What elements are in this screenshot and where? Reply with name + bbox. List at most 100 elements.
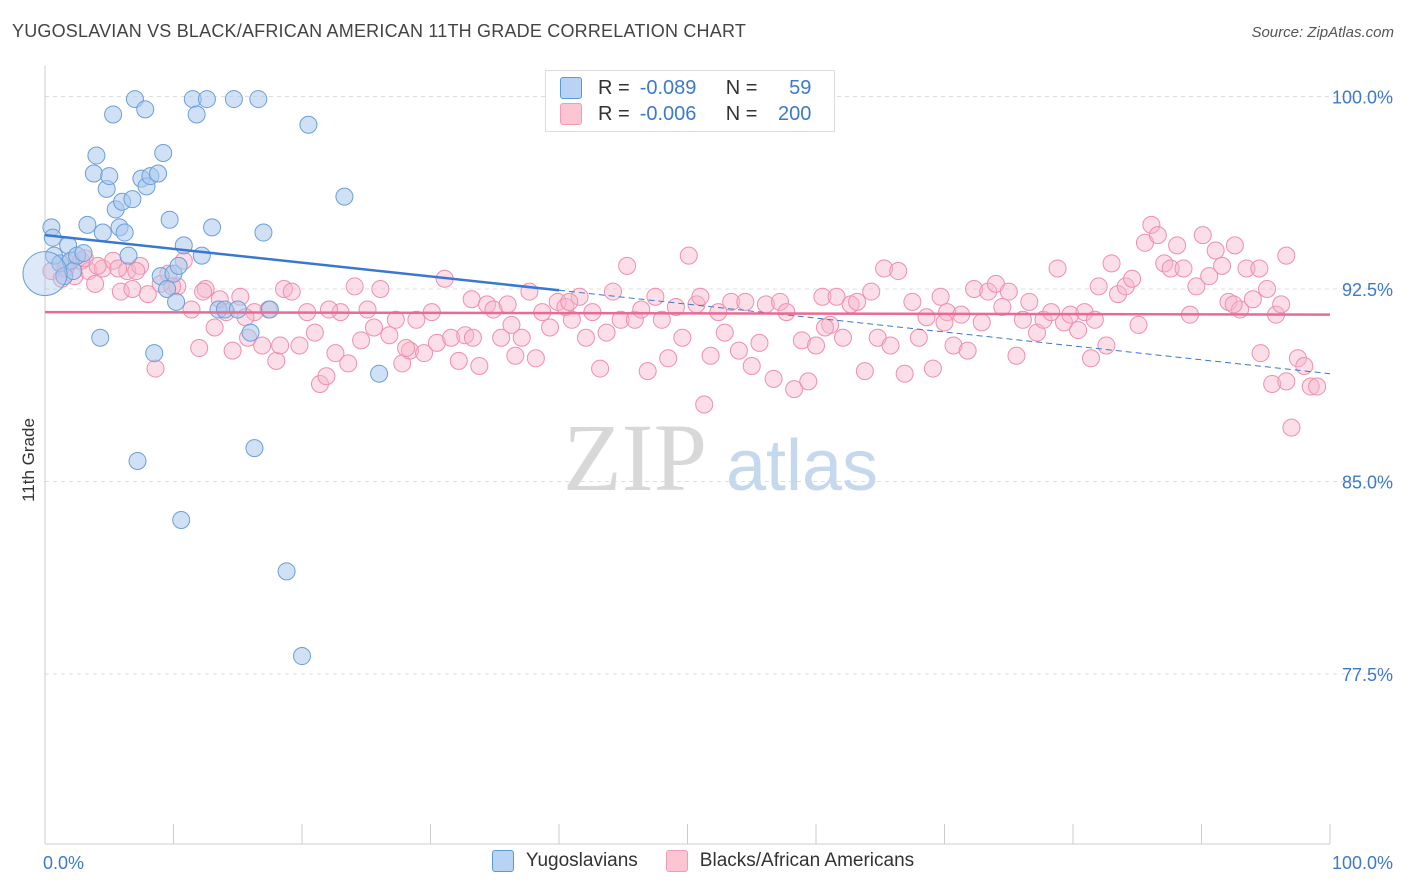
data-point-blacks	[1123, 269, 1142, 288]
data-point-blacks	[1069, 321, 1088, 340]
data-point-yugoslavians	[370, 364, 389, 383]
data-point-blacks	[999, 282, 1018, 301]
data-point-yugoslavians	[128, 451, 147, 470]
data-point-blacks	[597, 323, 616, 342]
legend-n-label: N =	[725, 102, 758, 125]
data-point-blacks	[397, 339, 416, 358]
data-point-yugoslavians	[260, 300, 279, 319]
data-point-blacks	[1251, 344, 1270, 363]
data-point-yugoslavians	[91, 328, 110, 347]
data-point-blacks	[371, 280, 390, 298]
y-tick-label: 77.5%	[1342, 665, 1393, 685]
data-point-blacks	[603, 282, 622, 301]
data-point-blacks	[821, 315, 840, 334]
legend-item-yugoslavians: Yugoslavians	[491, 850, 638, 872]
data-point-blacks	[625, 310, 644, 329]
data-point-blacks	[777, 303, 796, 322]
data-point-blacks	[611, 310, 630, 329]
data-point-blacks	[695, 395, 714, 414]
data-point-blacks	[512, 328, 531, 347]
data-point-blacks	[965, 280, 984, 298]
y-tick-label: 100.0%	[1332, 88, 1393, 108]
series-blacks-points	[42, 215, 1327, 437]
trend-line-blacks	[44, 310, 1331, 316]
data-point-blacks	[632, 300, 651, 319]
data-point-blacks	[875, 259, 894, 278]
legend-row-yugoslavians: R = -0.089 N = 59	[560, 75, 811, 101]
data-point-yugoslavians	[74, 244, 93, 263]
data-point-yugoslavians	[277, 562, 296, 581]
data-point-blacks	[1108, 285, 1127, 304]
data-point-blacks	[1250, 259, 1269, 278]
data-point-blacks	[895, 364, 914, 383]
axes	[44, 66, 1331, 845]
data-point-blacks	[742, 357, 761, 375]
data-point-blacks	[271, 336, 290, 355]
data-point-blacks	[562, 310, 581, 329]
data-point-blacks	[1174, 259, 1193, 278]
data-point-blacks	[972, 313, 991, 332]
data-point-yugoslavians	[249, 90, 268, 109]
x-tick-label: 100.0%	[1332, 853, 1393, 873]
data-point-blacks	[917, 308, 936, 327]
data-point-blacks	[1013, 310, 1032, 329]
data-point-blacks	[652, 310, 671, 329]
data-point-blacks	[1272, 295, 1291, 314]
data-point-blacks	[903, 292, 922, 311]
data-point-yugoslavians	[136, 100, 155, 119]
watermark-zip: ZIP	[563, 404, 707, 511]
data-point-yugoslavians	[93, 223, 112, 242]
data-point-blacks	[979, 282, 998, 301]
data-point-blacks	[1075, 303, 1094, 322]
data-point-blacks	[415, 344, 434, 363]
data-point-blacks	[855, 362, 874, 381]
data-point-blacks	[750, 333, 769, 352]
data-point-blacks	[833, 328, 852, 347]
data-point-blacks	[205, 318, 224, 337]
data-point-blacks	[1168, 236, 1187, 255]
data-point-blacks	[111, 282, 130, 301]
data-point-blacks	[407, 310, 426, 329]
data-point-blacks	[944, 336, 963, 355]
data-point-yugoslavians	[241, 323, 260, 342]
data-point-blacks	[1081, 349, 1100, 368]
data-point-blacks	[771, 292, 790, 311]
data-point-blacks	[498, 295, 517, 314]
data-point-blacks	[813, 287, 832, 306]
data-point-blacks	[1225, 236, 1244, 255]
tick-labels: 100.0% 92.5% 85.0% 77.5% 0.0% 100.0% 11th Grad…	[19, 88, 1393, 874]
data-point-blacks	[1007, 346, 1026, 365]
data-point-blacks	[618, 256, 637, 275]
source-label: Source: ZipAtlas.com	[1251, 24, 1394, 41]
data-point-blacks	[673, 328, 692, 347]
data-point-blacks	[1224, 295, 1243, 314]
data-point-blacks	[889, 262, 908, 281]
data-point-blacks	[881, 336, 900, 355]
data-point-blacks	[1258, 280, 1277, 298]
data-point-blacks	[799, 372, 818, 391]
data-point-blacks	[127, 262, 146, 281]
data-point-blacks	[1237, 259, 1256, 278]
data-point-blacks	[506, 346, 525, 365]
data-point-blacks	[146, 359, 165, 378]
legend-n-value: 59	[789, 76, 812, 99]
data-point-blacks	[1161, 259, 1180, 278]
data-point-blacks	[1213, 256, 1232, 275]
data-point-yugoslavians	[203, 218, 222, 237]
x-tick-label: 0.0%	[43, 853, 84, 873]
data-point-blacks	[442, 328, 461, 347]
data-point-blacks	[1288, 349, 1307, 368]
data-point-blacks	[931, 287, 950, 306]
data-point-blacks	[993, 297, 1012, 316]
data-point-blacks	[862, 282, 881, 301]
series-legend: Yugoslavians Blacks/African Americans	[0, 850, 1406, 872]
data-point-blacks	[1277, 372, 1296, 391]
data-point-blacks	[190, 339, 209, 358]
gridlines	[45, 96, 1392, 675]
data-point-blacks	[290, 336, 309, 355]
data-point-blacks	[339, 354, 358, 373]
data-point-blacks	[492, 328, 511, 347]
legend-n-value: 200	[778, 102, 812, 125]
data-point-blacks	[1200, 267, 1219, 286]
data-point-blacks	[541, 318, 560, 337]
